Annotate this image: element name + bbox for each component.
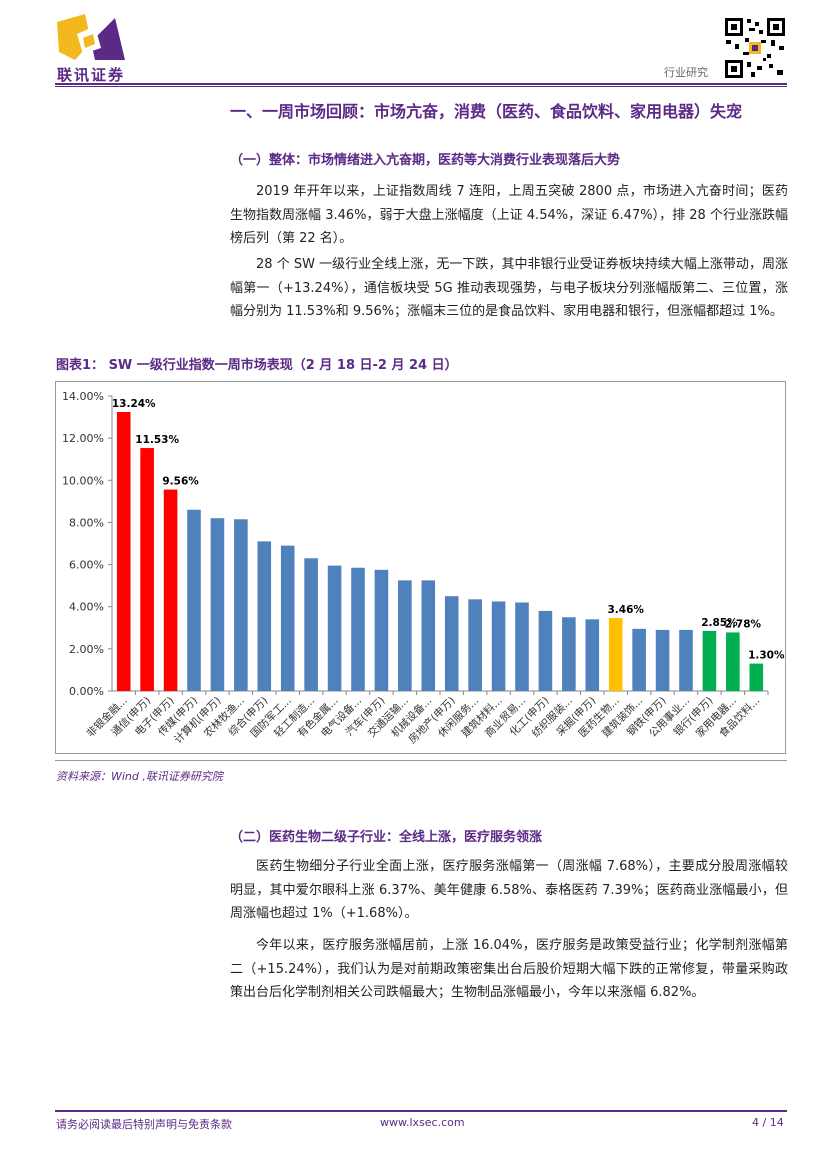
paragraph: 医药生物细分子行业全面上涨，医疗服务涨幅第一（周涨幅 7.68%），主要成分股周… xyxy=(230,859,788,921)
data-label: 1.30% xyxy=(748,650,785,662)
bar-17 xyxy=(491,601,506,691)
footer-divider xyxy=(55,1110,787,1112)
qr-code xyxy=(723,16,787,80)
figure-title: 图表1： SW 一级行业指数一周市场表现（2 月 18 日-2 月 24 日） xyxy=(56,358,458,373)
bar-19 xyxy=(538,610,553,691)
website-link[interactable]: www.lxsec.com xyxy=(380,1116,465,1129)
bar-15 xyxy=(444,596,459,691)
y-tick-label: 10.00% xyxy=(62,474,104,487)
y-tick-label: 4.00% xyxy=(69,601,104,614)
bar-1 xyxy=(116,412,131,691)
bar-6 xyxy=(234,519,248,691)
bar-18 xyxy=(515,602,529,691)
y-tick-label: 14.00% xyxy=(62,390,104,403)
y-tick-label: 0.00% xyxy=(69,685,104,698)
bar-22 xyxy=(608,618,623,691)
bar-25 xyxy=(679,629,693,691)
logo-text: 联讯证券 xyxy=(57,66,126,84)
subsection-title: （一）整体：市场情绪进入亢奋期，医药等大消费行业表现落后大势 xyxy=(230,153,621,168)
bar-13 xyxy=(398,580,412,691)
bar-26 xyxy=(702,630,717,691)
bar-24 xyxy=(655,629,670,691)
bar-2 xyxy=(140,448,154,691)
bar-20 xyxy=(562,617,576,691)
company-logo xyxy=(55,12,127,64)
data-label: 2.85% xyxy=(701,617,738,629)
bar-28 xyxy=(749,663,764,691)
data-label: 9.56% xyxy=(162,476,199,488)
figure-divider xyxy=(55,760,787,761)
bar-4 xyxy=(187,509,201,691)
y-tick-label: 6.00% xyxy=(69,559,104,572)
bar-8 xyxy=(280,545,295,691)
page-number: 4 / 14 xyxy=(752,1116,784,1129)
bar-7 xyxy=(257,541,272,691)
bar-chart: 0.00% 2.00% 4.00% 6.00% 8.00% 10.00% 12.00% 14.… xyxy=(62,390,785,746)
bar-9 xyxy=(304,558,318,691)
header-divider xyxy=(55,83,787,85)
bar-16 xyxy=(468,599,482,691)
y-tick-label: 2.00% xyxy=(69,643,104,656)
bar-27 xyxy=(726,632,740,691)
subsection-title: （二）医药生物二级子行业：全线上涨，医疗服务领涨 xyxy=(230,830,543,845)
data-label: 11.53% xyxy=(135,434,179,446)
bar-3 xyxy=(163,489,178,691)
paragraph: 28 个 SW 一级行业全线上涨，无一下跌，其中非银行业受证券板块持续大幅上涨带… xyxy=(230,257,788,319)
data-label: 3.46% xyxy=(607,604,644,616)
bar-23 xyxy=(632,628,646,691)
data-label: 2.78% xyxy=(725,618,762,630)
bar-10 xyxy=(327,565,342,691)
report-type-tag: 行业研究 xyxy=(664,66,708,79)
bar-14 xyxy=(421,580,436,691)
paragraph: 2019 年开年以来，上证指数周线 7 连阳，上周五突破 2800 点，市场进入… xyxy=(230,184,788,246)
bar-5 xyxy=(210,518,225,691)
disclaimer-link[interactable]: 请务必阅读最后特别声明与免责条款 xyxy=(56,1118,232,1131)
bar-11 xyxy=(351,567,365,691)
chart-frame: 0.00% 2.00% 4.00% 6.00% 8.00% 10.00% 12.00% 14.… xyxy=(55,381,786,754)
data-label: 13.24% xyxy=(112,398,156,410)
paragraph: 今年以来，医疗服务涨幅居前，上涨 16.04%，医疗服务是政策受益行业；化学制剂… xyxy=(230,938,788,1000)
y-tick-label: 12.00% xyxy=(62,432,104,445)
y-tick-label: 8.00% xyxy=(69,516,104,529)
bar-12 xyxy=(374,569,389,691)
section-title: 一、一周市场回顾：市场亢奋，消费（医药、食品饮料、家用电器）失宠 xyxy=(230,102,743,121)
header-divider-thin xyxy=(55,86,787,87)
figure-source: 资料来源：Wind ,联讯证券研究院 xyxy=(56,770,223,783)
bar-21 xyxy=(585,619,600,691)
